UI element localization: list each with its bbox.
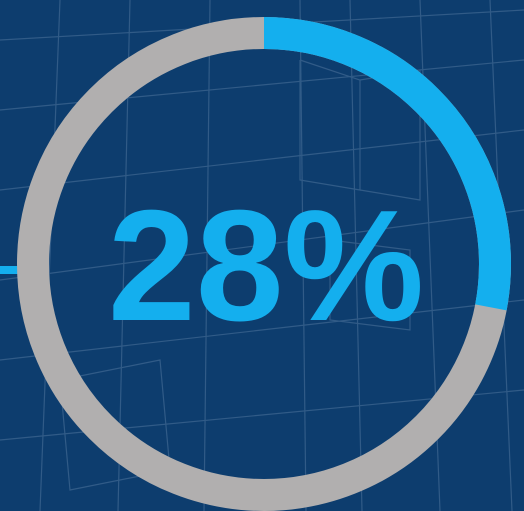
- progress-ring-fill: [17, 17, 511, 511]
- percentage-label: 28%: [108, 178, 424, 354]
